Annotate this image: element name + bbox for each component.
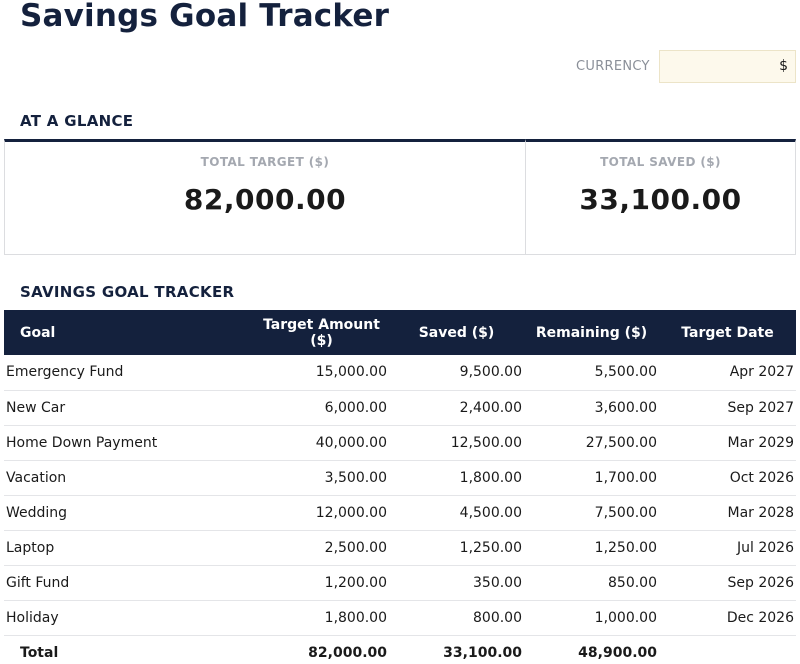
total-saved-cell: 33,100.00 <box>389 634 524 664</box>
goal-cell: Wedding <box>4 495 254 531</box>
target-date-cell: Oct 2026 <box>659 460 796 496</box>
table-row[interactable]: Laptop 2,500.00 1,250.00 1,250.00 Jul 20… <box>4 530 796 566</box>
saved-cell: 12,500.00 <box>389 425 524 461</box>
saved-cell: 1,800.00 <box>389 460 524 496</box>
table-row[interactable]: New Car 6,000.00 2,400.00 3,600.00 Sep 2… <box>4 390 796 426</box>
table-row[interactable]: Home Down Payment 40,000.00 12,500.00 27… <box>4 425 796 461</box>
col-header-saved: Saved ($) <box>389 310 524 355</box>
target-date-cell: Dec 2026 <box>659 600 796 636</box>
target-amount-cell: 2,500.00 <box>254 530 389 566</box>
goal-cell: Home Down Payment <box>4 425 254 461</box>
remaining-cell: 1,250.00 <box>524 530 659 566</box>
target-amount-cell: 3,500.00 <box>254 460 389 496</box>
target-amount-cell: 15,000.00 <box>254 355 389 391</box>
target-date-cell: Jul 2026 <box>659 530 796 566</box>
target-amount-cell: 6,000.00 <box>254 390 389 426</box>
col-header-goal: Goal <box>4 310 254 355</box>
saved-cell: 2,400.00 <box>389 390 524 426</box>
total-target-label: TOTAL TARGET ($) <box>200 155 330 169</box>
target-amount-cell: 12,000.00 <box>254 495 389 531</box>
goal-cell: Vacation <box>4 460 254 496</box>
saved-cell: 350.00 <box>389 565 524 601</box>
tracker-heading: SAVINGS GOAL TRACKER <box>20 283 235 301</box>
total-target-amount-cell: 82,000.00 <box>254 634 389 664</box>
table-row[interactable]: Emergency Fund 15,000.00 9,500.00 5,500.… <box>4 355 796 391</box>
col-header-target-amount: Target Amount ($) <box>254 310 389 355</box>
remaining-cell: 1,700.00 <box>524 460 659 496</box>
savings-goals-table: Goal Target Amount ($) Saved ($) Remaini… <box>4 310 796 664</box>
total-saved-label: TOTAL SAVED ($) <box>600 155 721 169</box>
total-saved-value: 33,100.00 <box>579 183 742 216</box>
target-amount-cell: 40,000.00 <box>254 425 389 461</box>
goal-cell: Emergency Fund <box>4 355 254 391</box>
target-amount-cell: 1,200.00 <box>254 565 389 601</box>
target-date-cell: Sep 2027 <box>659 390 796 426</box>
col-header-target-date: Target Date <box>659 310 796 355</box>
remaining-cell: 850.00 <box>524 565 659 601</box>
table-row[interactable]: Gift Fund 1,200.00 350.00 850.00 Sep 202… <box>4 565 796 601</box>
total-target-date-cell <box>659 634 796 664</box>
total-target-value: 82,000.00 <box>183 183 347 216</box>
remaining-cell: 7,500.00 <box>524 495 659 531</box>
target-date-cell: Mar 2029 <box>659 425 796 461</box>
saved-cell: 4,500.00 <box>389 495 524 531</box>
col-header-remaining: Remaining ($) <box>524 310 659 355</box>
table-row[interactable]: Vacation 3,500.00 1,800.00 1,700.00 Oct … <box>4 460 796 496</box>
table-header-row: Goal Target Amount ($) Saved ($) Remaini… <box>4 310 796 355</box>
target-date-cell: Mar 2028 <box>659 495 796 531</box>
table-row[interactable]: Holiday 1,800.00 800.00 1,000.00 Dec 202… <box>4 600 796 636</box>
saved-cell: 800.00 <box>389 600 524 636</box>
target-amount-cell: 1,800.00 <box>254 600 389 636</box>
goal-cell: Gift Fund <box>4 565 254 601</box>
goal-cell: Holiday <box>4 600 254 636</box>
saved-cell: 9,500.00 <box>389 355 524 391</box>
currency-label: CURRENCY <box>576 59 650 74</box>
goal-cell: Laptop <box>4 530 254 566</box>
target-date-cell: Apr 2027 <box>659 355 796 391</box>
total-row: Total 82,000.00 33,100.00 48,900.00 <box>4 634 796 664</box>
goal-cell: New Car <box>4 390 254 426</box>
remaining-cell: 27,500.00 <box>524 425 659 461</box>
table-row[interactable]: Wedding 12,000.00 4,500.00 7,500.00 Mar … <box>4 495 796 531</box>
total-target-card: TOTAL TARGET ($) 82,000.00 <box>4 139 526 255</box>
remaining-cell: 3,600.00 <box>524 390 659 426</box>
at-a-glance-heading: AT A GLANCE <box>20 112 134 130</box>
saved-cell: 1,250.00 <box>389 530 524 566</box>
page-title: Savings Goal Tracker <box>20 0 390 34</box>
remaining-cell: 5,500.00 <box>524 355 659 391</box>
currency-input[interactable]: $ <box>659 50 796 83</box>
total-remaining-cell: 48,900.00 <box>524 634 659 664</box>
total-saved-card: TOTAL SAVED ($) 33,100.00 <box>525 139 796 255</box>
remaining-cell: 1,000.00 <box>524 600 659 636</box>
total-label-cell: Total <box>4 634 254 664</box>
target-date-cell: Sep 2026 <box>659 565 796 601</box>
